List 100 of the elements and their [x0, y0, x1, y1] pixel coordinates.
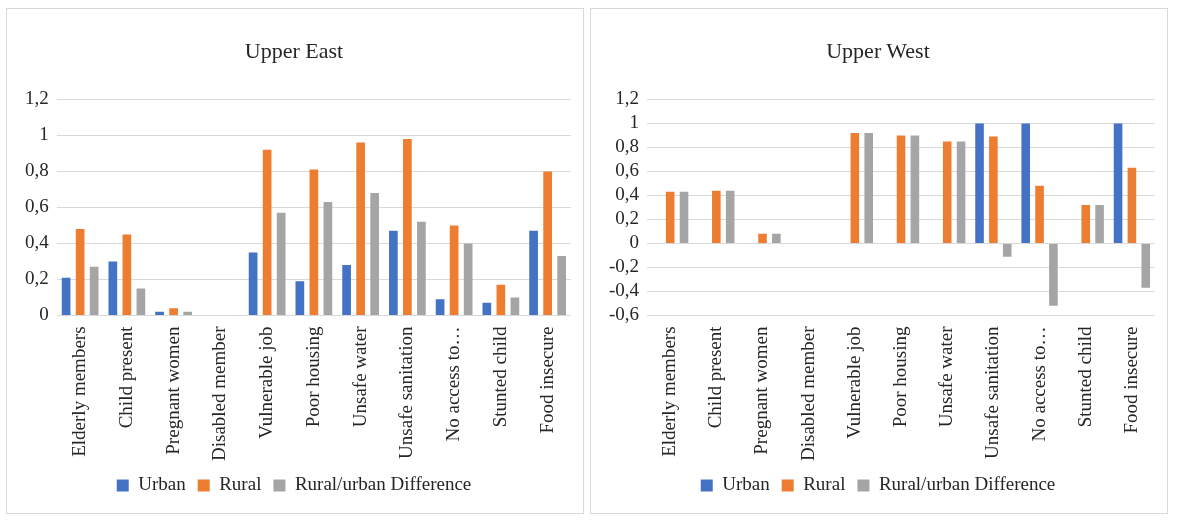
bar: [1081, 205, 1091, 243]
bar: [758, 233, 767, 243]
bar: [510, 297, 520, 315]
bar: [1095, 205, 1104, 243]
bar: [295, 281, 305, 315]
y-tick-label: 1,2: [25, 87, 49, 109]
bar: [975, 123, 984, 243]
x-tick-label: Food insecure: [535, 326, 557, 434]
x-tick-label: Unsafe water: [935, 325, 957, 428]
bar: [910, 135, 920, 243]
bar: [248, 252, 258, 315]
y-tick-label: 0: [629, 231, 640, 253]
bar: [136, 288, 146, 315]
x-tick-label: Stunted child: [488, 325, 510, 428]
y-tick-label: 1: [629, 111, 640, 133]
bar: [482, 302, 492, 315]
bar: [665, 191, 675, 243]
bar: [417, 221, 426, 315]
bar: [1035, 185, 1044, 243]
bar: [183, 311, 192, 315]
y-tick-label: 0,8: [615, 135, 640, 157]
x-tick-label: Unsafe water: [348, 325, 370, 428]
legend-label: Rural/urban Difference: [294, 473, 472, 495]
bar: [896, 135, 906, 243]
y-tick-label: 1,2: [615, 87, 640, 109]
y-tick-label: 0,6: [615, 159, 640, 181]
y-tick-label: -0,6: [609, 303, 640, 325]
bar: [529, 230, 538, 315]
bar: [725, 190, 735, 243]
bar: [342, 265, 351, 315]
bar: [309, 169, 319, 315]
x-tick-label: Pregnant women: [750, 325, 772, 455]
x-tick-label: Disabled member: [796, 325, 818, 462]
y-tick-label: 0,2: [25, 267, 49, 289]
x-tick-label: Unsafe sanitation: [981, 325, 1003, 459]
chart-title: Upper West: [826, 37, 930, 63]
legend-label: Rural: [803, 473, 846, 495]
bar: [989, 136, 998, 243]
y-tick-label: 0: [39, 303, 49, 325]
x-tick-label: Vulnerable job: [255, 326, 277, 439]
legend-label: Urban: [722, 473, 771, 495]
bar: [864, 133, 874, 243]
bar: [956, 141, 966, 243]
y-tick-label: 0,6: [25, 195, 49, 217]
bar: [463, 243, 473, 315]
x-tick-label: Child present: [114, 325, 136, 429]
bar: [169, 308, 178, 315]
bar: [389, 230, 398, 315]
legend-label: Rural: [219, 473, 262, 495]
x-tick-label: Elderly members: [68, 326, 90, 457]
bar: [543, 171, 552, 315]
x-tick-label: Child present: [704, 325, 726, 429]
y-tick-label: 1: [39, 123, 49, 145]
bar: [435, 299, 445, 315]
bar: [89, 266, 99, 315]
bar: [61, 277, 71, 315]
x-tick-label: Vulnerable job: [842, 326, 864, 439]
bar: [1141, 243, 1151, 288]
bar: [1113, 123, 1123, 243]
y-tick-label: 0,2: [615, 207, 640, 229]
x-tick-label: Poor housing: [889, 325, 911, 428]
x-tick-label: Elderly members: [658, 326, 680, 457]
x-tick-label: Poor housing: [301, 325, 323, 428]
bar: [850, 133, 860, 243]
x-tick-label: Disabled member: [208, 325, 230, 462]
bar: [356, 142, 365, 315]
x-tick-label: Pregnant women: [161, 325, 183, 455]
bar: [1127, 167, 1137, 243]
x-tick-label: Food insecure: [1119, 326, 1141, 434]
bar: [1049, 243, 1058, 306]
y-tick-label: 0,8: [25, 159, 49, 181]
bar: [557, 256, 566, 315]
y-tick-label: -0,2: [609, 255, 640, 277]
bar: [449, 225, 459, 315]
y-tick-label: 0,4: [25, 231, 50, 253]
bar: [75, 229, 85, 315]
bar: [1002, 243, 1012, 257]
bar: [370, 193, 379, 315]
bar: [108, 261, 118, 315]
bar: [1021, 123, 1031, 243]
bar: [772, 233, 781, 243]
legend-label: Urban: [138, 473, 187, 495]
bar: [403, 139, 412, 315]
x-tick-label: No access to…: [442, 326, 464, 442]
y-tick-label: -0,4: [609, 279, 640, 301]
x-tick-label: No access to…: [1027, 326, 1049, 442]
bar: [679, 191, 689, 243]
bar: [122, 234, 132, 315]
bar: [942, 141, 952, 243]
bar: [323, 202, 333, 315]
y-tick-label: 0,4: [615, 183, 640, 205]
bar: [262, 149, 272, 315]
bar: [712, 190, 721, 243]
x-tick-label: Stunted child: [1073, 325, 1095, 428]
bar: [496, 284, 506, 315]
legend-label: Rural/urban Difference: [878, 473, 1056, 495]
chart-title: Upper East: [244, 37, 344, 63]
bar: [276, 212, 286, 315]
x-tick-label: Unsafe sanitation: [395, 325, 417, 459]
bar: [155, 311, 164, 315]
